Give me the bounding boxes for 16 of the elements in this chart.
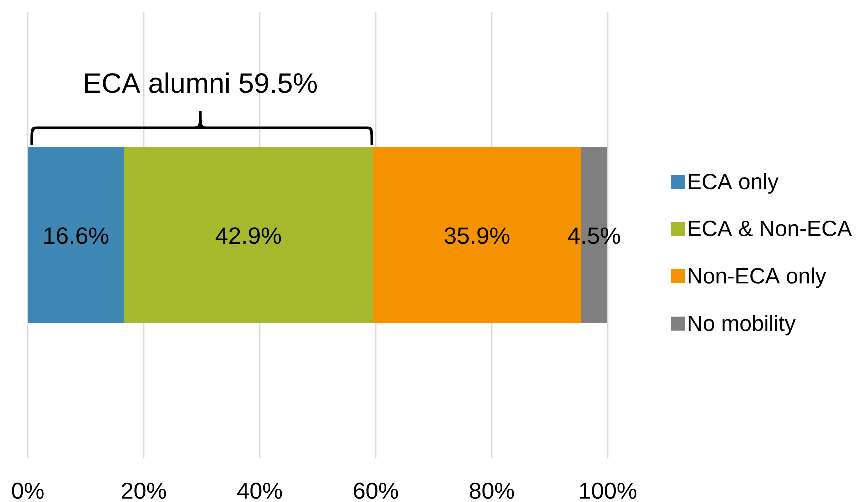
x-tick-label: 60% <box>354 482 398 500</box>
legend-label: No mobility <box>688 315 796 336</box>
data-label: 16.6% <box>44 228 109 244</box>
annotation: ECA alumni 59.5% <box>85 72 318 94</box>
bar <box>28 147 124 323</box>
x-tick-label: 0% <box>12 482 44 500</box>
data-label: 42.9% <box>216 228 282 244</box>
x-tick-label: 80% <box>470 482 514 500</box>
legend-label: ECA only <box>688 173 779 194</box>
x-tick-label: 20% <box>122 482 166 500</box>
data-label: 35.9% <box>444 228 510 244</box>
legend-label: ECA & Non-ECA <box>688 220 852 236</box>
x-tick-label: 40% <box>238 482 282 500</box>
x-tick-label: 100% <box>580 482 637 500</box>
legend-label: Non-ECA only <box>688 268 826 288</box>
bar <box>124 147 374 323</box>
